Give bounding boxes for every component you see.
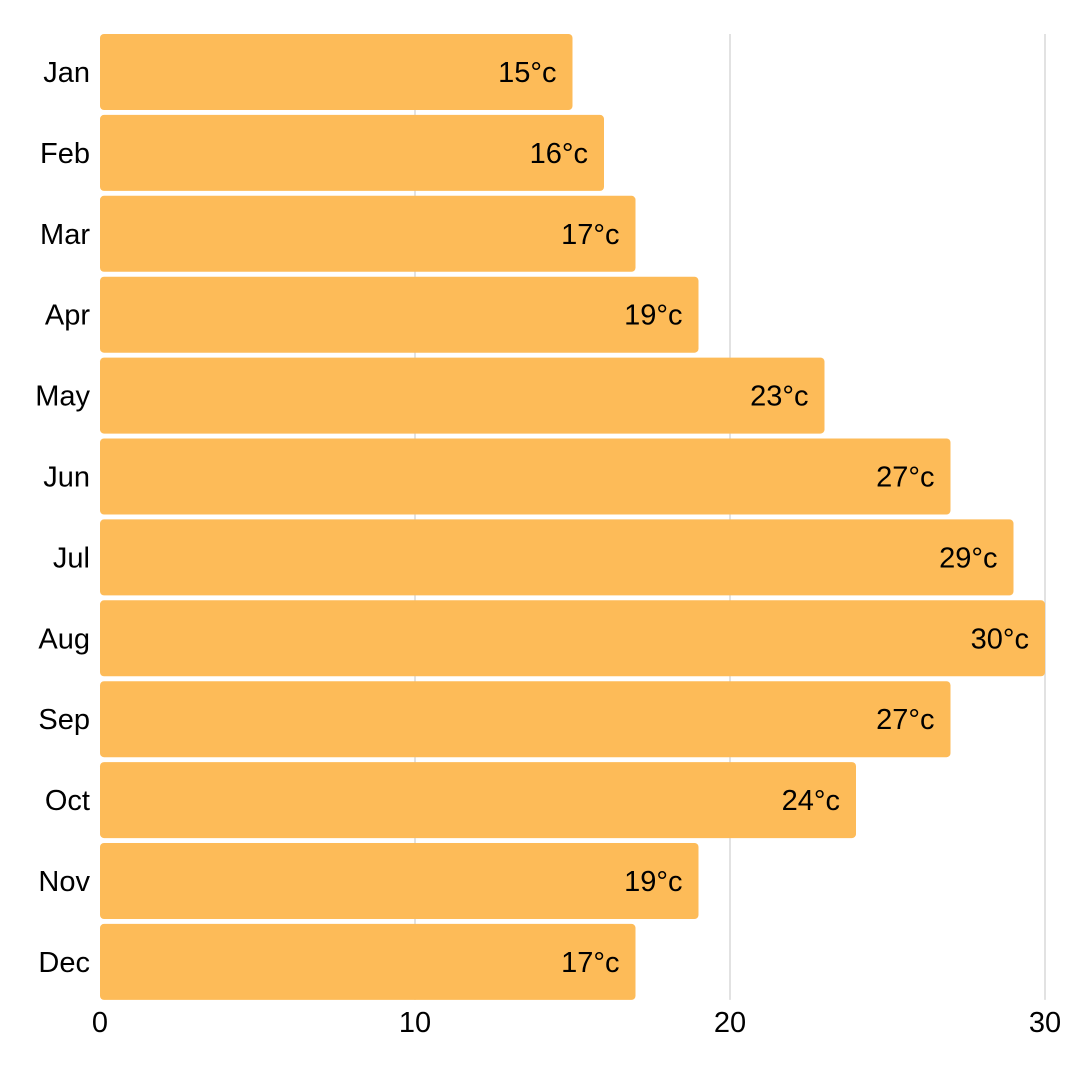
category-label: Aug: [38, 623, 90, 655]
bar-jul: [100, 519, 1014, 596]
data-label: 30°c: [971, 623, 1029, 655]
x-axis-tick-labels: 0 10 20 30: [92, 1007, 1061, 1039]
bar-dec: [100, 923, 636, 1000]
x-tick-label: 20: [714, 1007, 746, 1039]
category-label: Jul: [53, 542, 90, 574]
bar-mar: [100, 195, 636, 272]
category-label: Oct: [45, 785, 90, 817]
category-label: Mar: [40, 219, 90, 251]
bar-apr: [100, 276, 699, 353]
bar-jun: [100, 438, 951, 515]
bar-nov: [100, 843, 699, 919]
data-label: 16°c: [530, 138, 588, 170]
bar-oct: [100, 762, 856, 839]
data-label: 27°c: [876, 462, 934, 494]
category-label: Jan: [43, 57, 90, 89]
data-label: 29°c: [939, 542, 997, 574]
data-label: 15°c: [498, 57, 556, 89]
category-label: Sep: [38, 704, 90, 736]
bar-may: [100, 357, 825, 434]
data-label: 19°c: [624, 866, 682, 898]
data-label: 24°c: [782, 785, 840, 817]
x-tick-label: 0: [92, 1007, 108, 1039]
bar-sep: [100, 681, 951, 758]
data-labels: 15°c 16°c 17°c 19°c 23°c 27°c 29°c 30°c 27°c 24°c…: [498, 57, 1029, 979]
bar-feb: [100, 114, 604, 191]
data-label: 27°c: [876, 704, 934, 736]
category-label: Apr: [45, 300, 90, 332]
category-label: Feb: [40, 138, 90, 170]
x-tick-label: 30: [1029, 1007, 1061, 1039]
bars: [100, 34, 1045, 1000]
category-labels: Jan Feb Mar Apr May Jun Jul Aug Sep Oct Nov Dec: [35, 57, 90, 979]
category-label: Nov: [38, 866, 90, 898]
category-label: May: [35, 381, 90, 413]
bar-aug: [100, 600, 1045, 677]
data-label: 17°c: [561, 947, 619, 979]
data-label: 17°c: [561, 219, 619, 251]
grid-lines: [414, 34, 1046, 1000]
data-label: 19°c: [624, 300, 682, 332]
category-label: Dec: [38, 947, 90, 979]
bar-jan: [100, 34, 573, 110]
x-tick-label: 10: [399, 1007, 431, 1039]
category-label: Jun: [43, 462, 90, 494]
data-label: 23°c: [750, 381, 808, 413]
